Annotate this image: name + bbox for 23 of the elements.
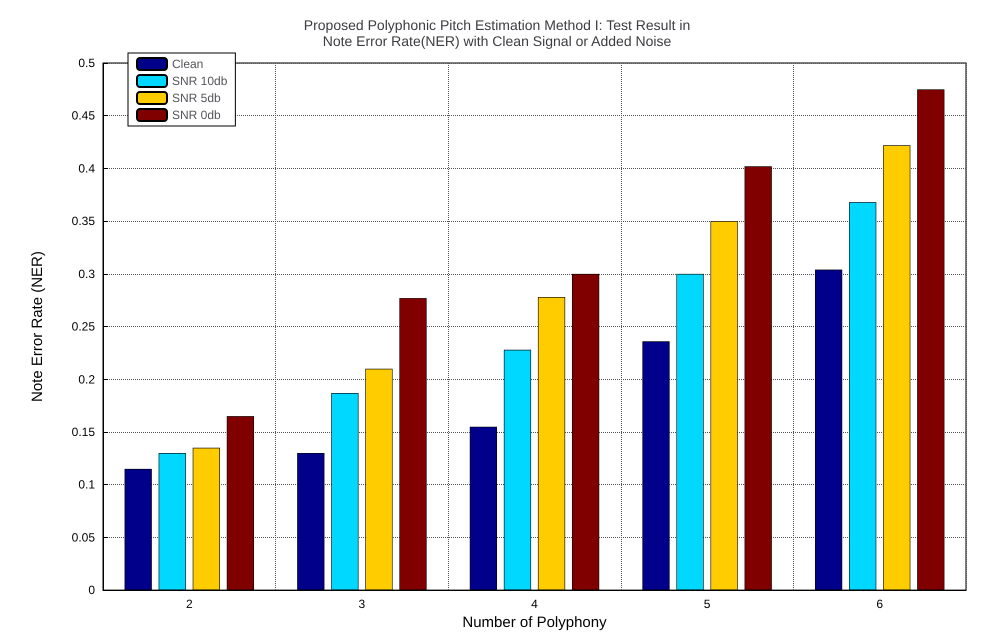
legend-label: SNR 0db bbox=[172, 108, 222, 122]
x-tick-label: 2 bbox=[186, 597, 193, 612]
x-axis-title: Number of Polyphony bbox=[462, 614, 608, 631]
y-axis-title: Note Error Rate (NER) bbox=[29, 251, 46, 402]
y-tick-label: 0.45 bbox=[72, 108, 96, 123]
y-tick-label: 0.2 bbox=[78, 372, 96, 386]
x-tick-label: 3 bbox=[358, 597, 366, 612]
y-tick-label: 0.15 bbox=[72, 424, 96, 439]
y-tick-label: 0.3 bbox=[78, 266, 96, 281]
y-tick-label: 0.25 bbox=[72, 320, 96, 334]
legend-label: Clean bbox=[172, 57, 204, 71]
x-tick-label: 4 bbox=[531, 597, 538, 612]
y-tick-label: 0.5 bbox=[78, 56, 96, 70]
legend-label: SNR 5db bbox=[172, 91, 222, 105]
y-tick-label: 0.4 bbox=[78, 161, 96, 176]
y-tick-label: 0.35 bbox=[72, 214, 96, 228]
x-tick-label: 5 bbox=[704, 597, 711, 612]
x-tick-label: 6 bbox=[876, 597, 884, 612]
legend-label: SNR 10db bbox=[172, 74, 228, 88]
y-tick-label: 0.1 bbox=[78, 478, 96, 492]
y-tick-label: 0.05 bbox=[72, 530, 96, 544]
y-tick-label: 0 bbox=[88, 583, 96, 598]
chart-title: Proposed Polyphonic Pitch Estimation Method I: Test Result in Note Error Rate(NER) with Clean Signal or Added Noise bbox=[304, 17, 690, 49]
